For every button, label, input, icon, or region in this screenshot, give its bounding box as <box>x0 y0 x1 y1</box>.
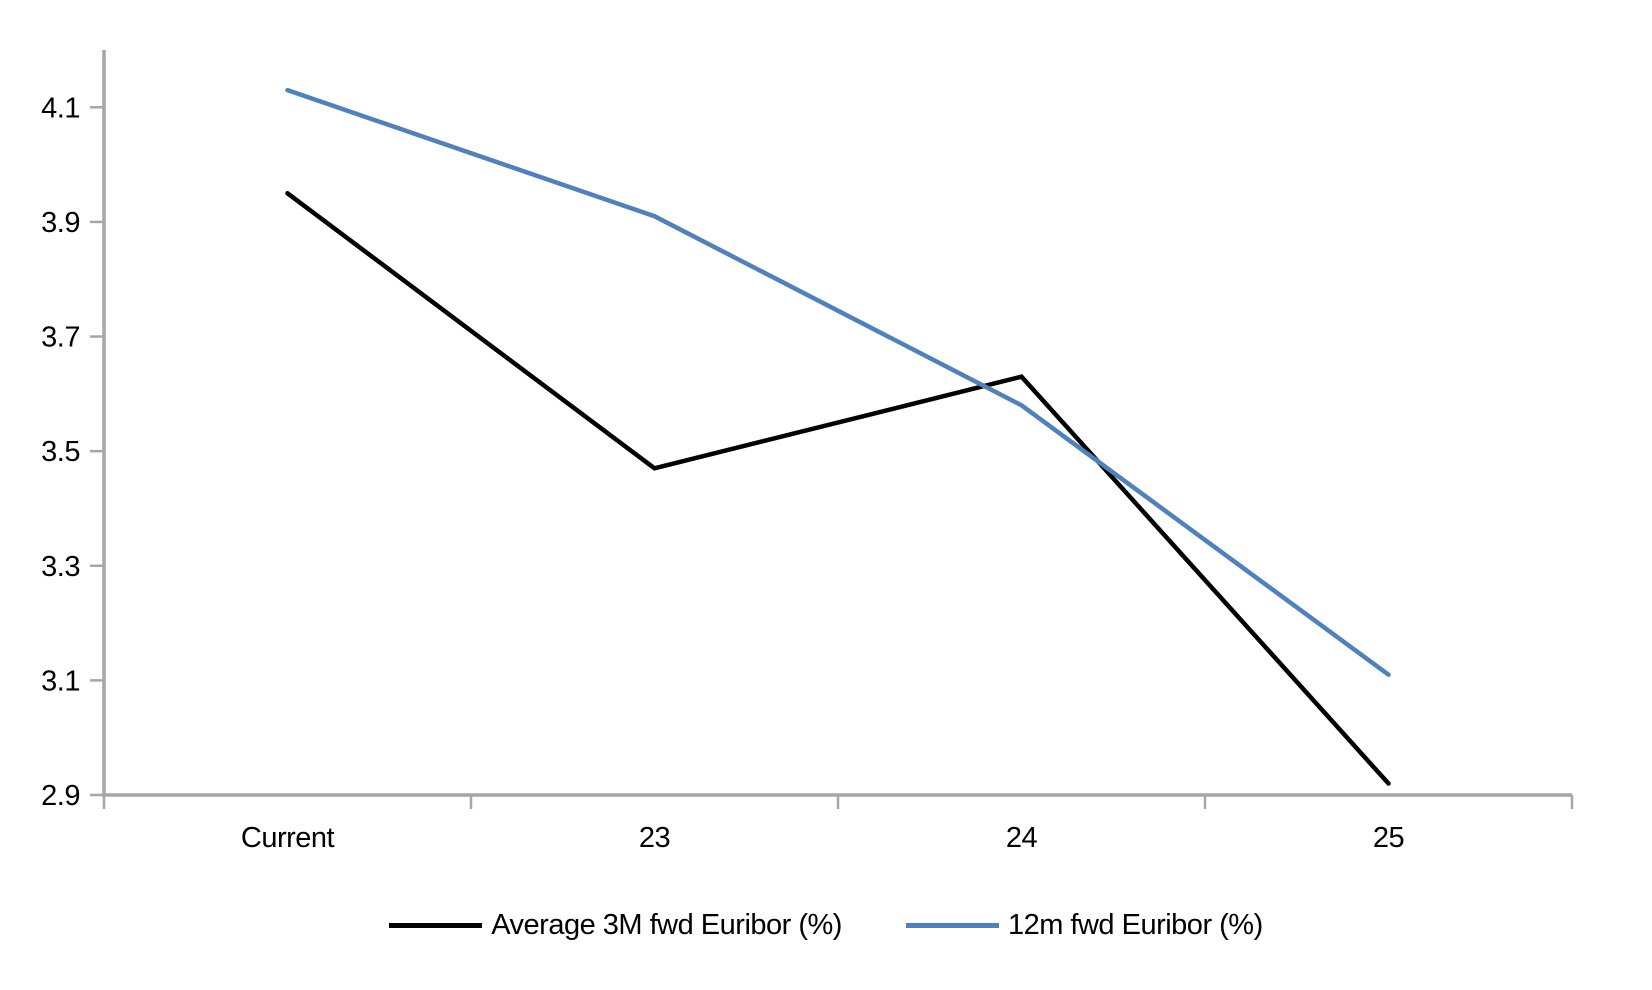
legend-line-swatch-blue <box>905 922 999 928</box>
chart-legend: Average 3M fwd Euribor (%) 12m fwd Eurib… <box>0 901 1652 949</box>
y-axis-label: 4.1 <box>41 92 80 124</box>
series-line <box>285 87 1391 677</box>
y-axis-label: 3.1 <box>41 665 80 697</box>
legend-item-avg-3m-fwd-euribor: Average 3M fwd Euribor (%) <box>389 909 842 942</box>
y-axis-label: 3.5 <box>41 436 80 468</box>
legend-label: 12m fwd Euribor (%) <box>1007 908 1263 941</box>
x-axis-label: 23 <box>639 822 670 854</box>
y-axis-label: 2.9 <box>41 780 80 812</box>
x-axis-label: 25 <box>1373 822 1404 854</box>
legend-label: Average 3M fwd Euribor (%) <box>491 908 842 941</box>
y-axis-label: 3.7 <box>41 322 80 354</box>
series-line <box>285 191 1391 786</box>
y-axis-label: 3.9 <box>41 207 80 239</box>
x-axis-label: 24 <box>1006 822 1038 854</box>
legend-item-12m-fwd-euribor: 12m fwd Euribor (%) <box>905 908 1263 942</box>
x-axis-label: Current <box>241 822 335 854</box>
y-axis-label: 3.3 <box>41 551 80 583</box>
legend-line-swatch-black <box>389 922 483 928</box>
